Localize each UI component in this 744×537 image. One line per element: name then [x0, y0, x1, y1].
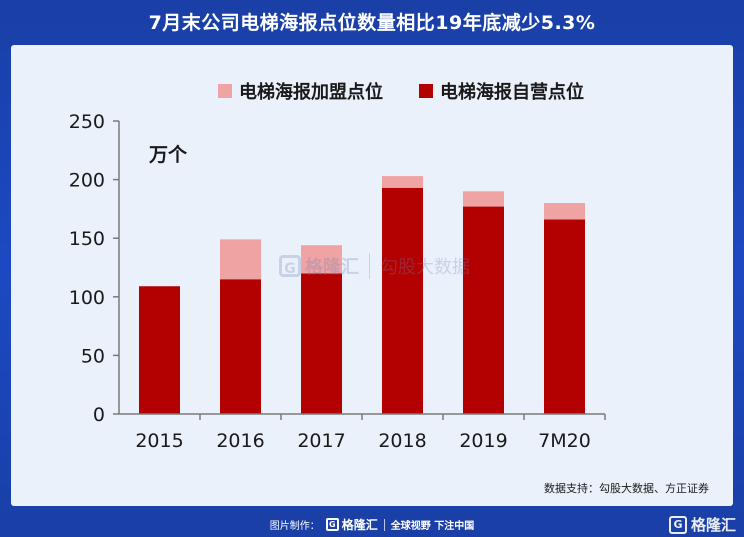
footer-slogan: 全球视野 下注中国	[390, 521, 475, 532]
bar-self-operated-2019	[463, 206, 504, 414]
chart-panel: 电梯海报加盟点位 电梯海报自营点位 万个 0 50 100 150 200 250 2015…	[11, 45, 733, 506]
bar-self-operated-7M20	[544, 219, 585, 414]
x-axis-ticks: 2015 2016 2017 2018 2019 7M20	[135, 414, 606, 452]
unit-label: 万个	[148, 144, 188, 166]
x-tick-label: 7M20	[538, 430, 591, 452]
legend-swatch	[218, 84, 232, 98]
x-tick-label: 2018	[378, 430, 426, 452]
y-tick-label: 200	[69, 170, 105, 192]
brand-mark: G 格隆汇	[668, 514, 736, 535]
bar-franchise-2019	[463, 191, 504, 207]
x-tick-label: 2017	[297, 430, 345, 452]
legend-swatch	[419, 84, 433, 98]
y-tick-label: 150	[69, 228, 105, 250]
legend-label: 电梯海报自营点位	[440, 81, 584, 103]
x-tick-label: 2019	[459, 430, 507, 452]
y-tick-label: 0	[93, 404, 105, 426]
source-note: 数据支持：勾股大数据、方正证券	[544, 482, 709, 495]
bar-franchise-2016	[220, 239, 261, 280]
bar-self-operated-2015	[139, 286, 180, 414]
y-tick-label: 100	[69, 287, 105, 309]
y-tick-label: 250	[69, 111, 105, 133]
bar-self-operated-2016	[220, 279, 261, 414]
footer-center: 图片制作： G 格隆汇 全球视野 下注中国	[0, 512, 744, 537]
brand-logo-icon: G	[668, 515, 687, 534]
bar-self-operated-2017	[301, 273, 342, 414]
bar-franchise-7M20	[544, 203, 585, 220]
bar-franchise-2018	[382, 176, 423, 188]
legend: 电梯海报加盟点位 电梯海报自营点位	[218, 81, 584, 103]
made-by-label: 图片制作：	[269, 521, 320, 532]
y-tick-label: 50	[81, 345, 105, 367]
bar-franchise-2017	[301, 245, 342, 274]
footer-logo-icon: G	[325, 518, 339, 531]
footer-logo: G 格隆汇	[325, 516, 378, 533]
footer-logo-text: 格隆汇	[341, 518, 378, 532]
bar-chart: 电梯海报加盟点位 电梯海报自营点位 万个 0 50 100 150 200 250 2015…	[69, 81, 606, 452]
x-tick-label: 2016	[216, 430, 264, 452]
brand-text: 格隆汇	[690, 516, 736, 534]
footer: 图片制作： G 格隆汇 全球视野 下注中国 G 格隆汇	[0, 512, 744, 537]
footer-divider	[383, 518, 385, 531]
bar-self-operated-2018	[382, 187, 423, 414]
bars	[139, 176, 585, 414]
legend-label: 电梯海报加盟点位	[239, 81, 383, 103]
x-tick-label: 2015	[135, 430, 183, 452]
y-axis-ticks: 0 50 100 150 200 250	[69, 111, 119, 426]
chart-title: 7月末公司电梯海报点位数量相比19年底减少5.3%	[148, 12, 596, 34]
